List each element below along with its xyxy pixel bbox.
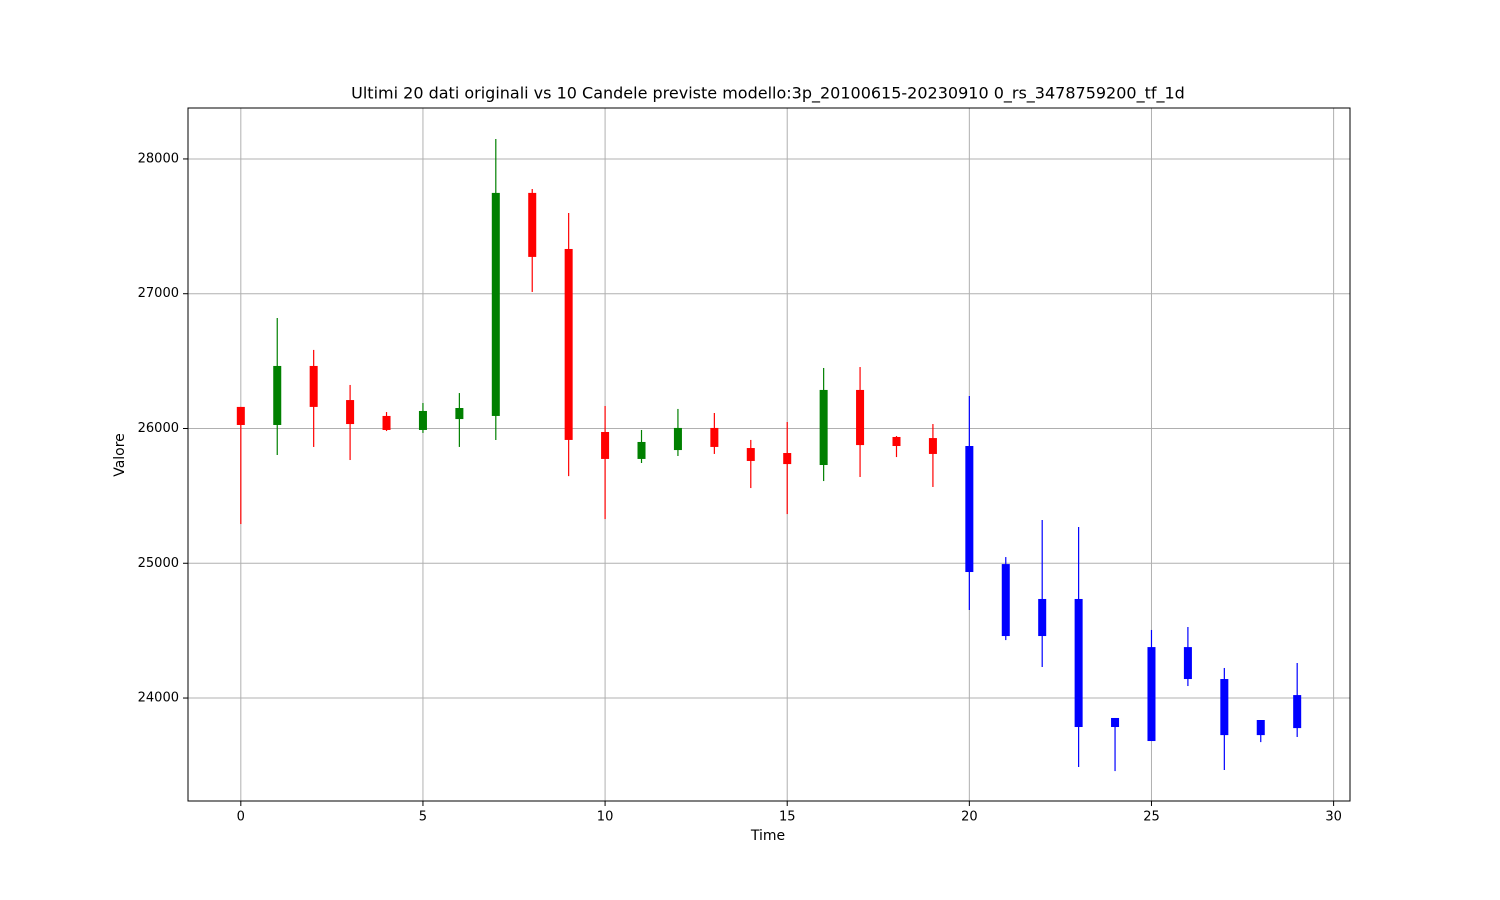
chart-title: Ultimi 20 dati originali vs 10 Candele p… [351, 84, 1185, 104]
candle-body [236, 406, 245, 425]
x-tick-label: 15 [779, 810, 796, 825]
candle-body [309, 365, 318, 407]
candle-body [1001, 564, 1010, 637]
x-tick-label: 30 [1325, 810, 1342, 825]
candle-body [1256, 720, 1265, 736]
candle-body [528, 192, 537, 257]
y-tick-label: 27000 [138, 286, 179, 301]
y-tick-label: 28000 [138, 151, 179, 166]
candle-body [856, 389, 865, 446]
candle-body [1147, 647, 1156, 742]
candle-body [965, 446, 974, 573]
candle-body [928, 438, 937, 454]
candle-body [346, 400, 355, 425]
candle-body [273, 365, 282, 425]
candle-body [1183, 647, 1192, 680]
candle-body [491, 192, 500, 416]
x-tick-label: 0 [237, 810, 245, 825]
candle-body [564, 248, 573, 440]
y-tick-label: 24000 [138, 691, 179, 706]
candle-body [1293, 695, 1302, 729]
y-axis-label: Valore [112, 433, 128, 477]
candle-body [746, 448, 755, 461]
candle-body [382, 415, 391, 430]
candle-body [710, 427, 719, 447]
candle-body [819, 389, 828, 466]
candle-body [637, 441, 646, 459]
candle-body [1038, 598, 1047, 637]
x-tick-label: 10 [597, 810, 614, 825]
plot-frame [187, 107, 1351, 802]
y-tick-label: 26000 [138, 421, 179, 436]
candle-body [1074, 598, 1083, 728]
candle-body [1220, 679, 1229, 736]
candle-body [1111, 717, 1120, 728]
candle-body [455, 408, 464, 420]
x-axis-label: Time [750, 828, 785, 844]
candle-body [673, 427, 682, 451]
x-tick-label: 20 [961, 810, 978, 825]
y-tick-label: 25000 [138, 556, 179, 571]
grid-layer [188, 108, 1350, 801]
x-tick-label: 5 [419, 810, 427, 825]
candle-body [601, 431, 610, 459]
candle-body [783, 453, 792, 465]
x-tick-label: 25 [1143, 810, 1160, 825]
candle-body [418, 410, 427, 430]
candle-body [892, 436, 901, 447]
